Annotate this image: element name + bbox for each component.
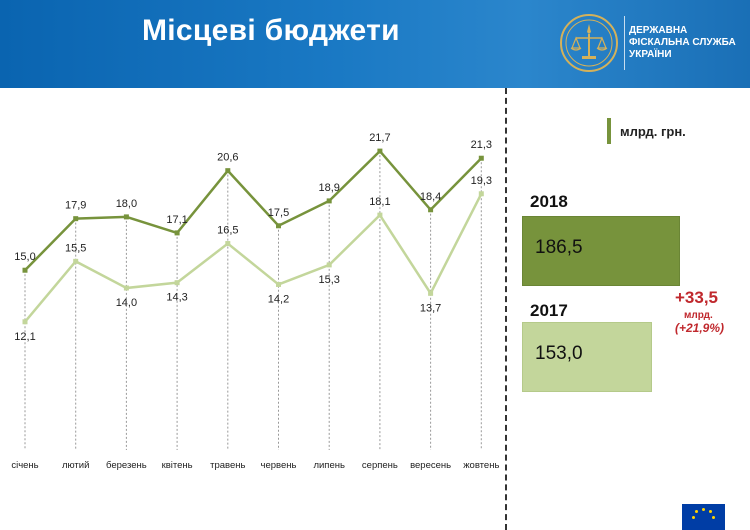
- series-2017-point: [123, 285, 129, 291]
- category-label: квітень: [162, 460, 193, 471]
- category-label: вересень: [410, 460, 451, 471]
- data-label-2017: 15,3: [318, 274, 339, 286]
- data-label-2018: 20,6: [217, 152, 238, 164]
- series-2018-point: [123, 214, 129, 220]
- series-2018-point: [428, 207, 434, 213]
- agency-line: ФІСКАЛЬНА СЛУЖБА: [629, 37, 736, 48]
- agency-line: ДЕРЖАВНА: [629, 25, 688, 36]
- data-label-2017: 12,1: [14, 331, 35, 343]
- data-label-2018: 17,5: [268, 207, 289, 219]
- data-label-2018: 17,9: [65, 200, 86, 212]
- series-2017-point: [326, 262, 332, 268]
- total-box-2018: 186,5: [522, 216, 680, 286]
- data-label-2018: 18,0: [116, 198, 137, 210]
- header-banner: Місцеві бюджети ДЕРЖАВНА ФІСКАЛЬНА СЛУЖБ…: [0, 0, 750, 88]
- data-label-2017: 13,7: [420, 302, 441, 314]
- data-label-2017: 14,0: [116, 297, 137, 309]
- section-divider: [505, 88, 507, 530]
- delta-value: +33,5: [675, 288, 719, 307]
- data-label-2017: 15,5: [65, 242, 86, 254]
- agency-divider: [624, 16, 625, 70]
- series-2018-point: [276, 223, 281, 229]
- series-2017-point: [73, 258, 79, 264]
- total-value-2017: 153,0: [535, 343, 583, 364]
- data-label-2017: 19,3: [471, 175, 492, 187]
- page-title: Місцеві бюджети: [142, 14, 400, 47]
- series-2018-point: [22, 267, 28, 273]
- year-label-2017: 2017: [530, 301, 568, 320]
- delta-unit: млрд.: [684, 310, 713, 321]
- data-label-2018: 15,0: [14, 251, 35, 263]
- category-label: липень: [313, 460, 345, 471]
- series-2018-point: [377, 148, 383, 154]
- eu-flag-icon: [682, 504, 725, 530]
- series-2017-point: [22, 319, 28, 325]
- total-box-2017: 153,0: [522, 322, 652, 392]
- data-label-2017: 18,1: [369, 196, 390, 208]
- category-label: березень: [106, 460, 147, 471]
- series-2018-point: [225, 168, 231, 174]
- series-2018-point: [174, 230, 180, 236]
- data-label-2018: 21,3: [471, 139, 492, 151]
- series-2017-line: [24, 193, 483, 323]
- series-2017-point: [478, 191, 484, 197]
- series-2017-point: [276, 281, 281, 287]
- series-2017-point: [428, 290, 434, 296]
- total-value-2018: 186,5: [535, 237, 583, 258]
- category-label: червень: [261, 460, 297, 471]
- agency-line: УКРАЇНИ: [629, 49, 672, 60]
- series-2017-point: [174, 280, 180, 286]
- category-label: жовтень: [463, 460, 499, 471]
- unit-legend-marker: [607, 118, 611, 144]
- data-label-2018: 21,7: [369, 132, 390, 144]
- delta-percent: (+21,9%): [675, 321, 725, 335]
- tax-service-emblem-icon: [560, 14, 618, 72]
- series-2018-line: [24, 149, 483, 272]
- data-label-2017: 14,3: [166, 292, 187, 304]
- category-label: лютий: [62, 460, 89, 471]
- series-2018-point: [478, 155, 484, 161]
- series-2017-point: [377, 212, 383, 218]
- series-2018-point: [73, 216, 79, 222]
- data-label-2017: 14,2: [268, 293, 289, 305]
- series-2017-point: [225, 241, 231, 247]
- unit-label: млрд. грн.: [620, 124, 686, 139]
- data-label-2018: 18,4: [420, 191, 441, 203]
- series-2018-point: [326, 198, 332, 204]
- category-label: серпень: [362, 460, 398, 471]
- data-label-2017: 16,5: [217, 225, 238, 237]
- monthly-line-chart: 15,0 17,9 18,0 17,1 20,6 17,5 18,9 21,7 18,4 21,3…: [11, 132, 499, 471]
- data-label-2018: 18,9: [318, 182, 339, 194]
- category-label: січень: [11, 460, 38, 471]
- category-label: травень: [210, 460, 245, 471]
- agency-name: ДЕРЖАВНА ФІСКАЛЬНА СЛУЖБА УКРАЇНИ: [629, 25, 744, 61]
- data-label-2018: 17,1: [166, 214, 187, 226]
- year-label-2018: 2018: [530, 192, 568, 211]
